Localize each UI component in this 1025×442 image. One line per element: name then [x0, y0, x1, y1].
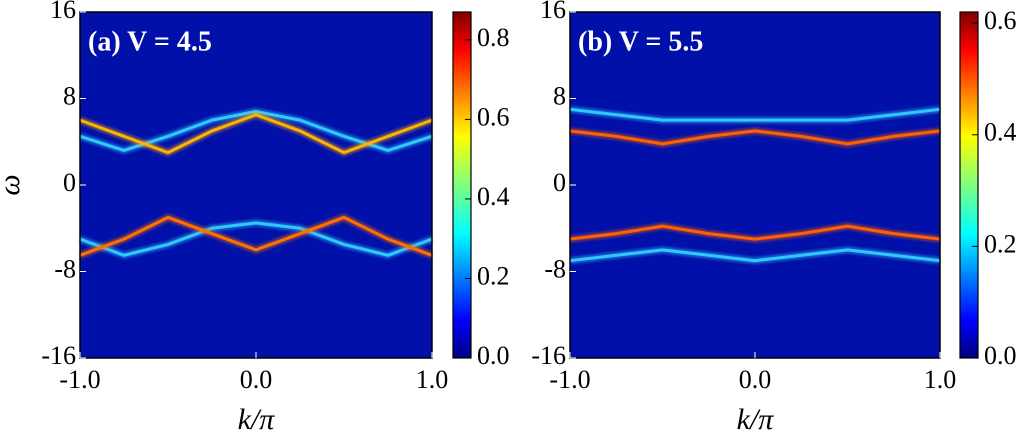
colorbar	[452, 11, 472, 359]
band	[79, 215, 433, 257]
y-axis-label: ω	[0, 174, 26, 195]
y-tick-label: 8	[553, 81, 566, 110]
x-tick-label: 1.0	[416, 365, 449, 394]
colorbar-tick-label: 0.4	[477, 182, 510, 211]
band	[569, 129, 941, 146]
colorbar	[959, 11, 979, 359]
panel-label: (b) V = 5.5	[578, 26, 703, 57]
colorbar-tick-label: 0.0	[984, 341, 1017, 370]
band	[79, 113, 433, 155]
band	[569, 248, 941, 263]
colorbar-tick-label: 0.2	[477, 261, 510, 290]
colorbar-tick-label: 0.4	[984, 118, 1017, 147]
y-tick-label: 0	[63, 168, 76, 197]
colorbar-tick-label: 0.2	[984, 229, 1017, 258]
y-tick-label: -16	[41, 341, 76, 370]
colorbar-tick-label: 0.0	[477, 341, 510, 370]
x-axis-label: k/π	[737, 403, 775, 436]
colorbar-tick-label: 0.6	[984, 6, 1017, 35]
x-tick-label: -1.0	[549, 365, 590, 394]
y-tick-label: -16	[531, 341, 566, 370]
y-tick-label: 16	[540, 0, 566, 24]
y-tick-label: 8	[63, 81, 76, 110]
y-tick-label: -8	[544, 254, 566, 283]
y-tick-label: 16	[50, 0, 76, 24]
band	[569, 107, 941, 122]
heatmap-background	[570, 12, 940, 358]
colorbar-tick-label: 0.6	[477, 102, 510, 131]
colorbar-tick-label: 0.8	[477, 23, 510, 52]
heatmap-background	[80, 12, 432, 358]
x-tick-label: 0.0	[240, 365, 273, 394]
x-tick-label: 0.0	[739, 365, 772, 394]
band	[79, 221, 433, 257]
y-tick-label: 0	[553, 168, 566, 197]
band	[569, 224, 941, 241]
y-tick-label: -8	[54, 254, 76, 283]
x-tick-label: 1.0	[924, 365, 957, 394]
panel-label: (a) V = 4.5	[88, 26, 212, 57]
x-axis-label: k/π	[238, 403, 276, 436]
x-tick-label: -1.0	[59, 365, 100, 394]
